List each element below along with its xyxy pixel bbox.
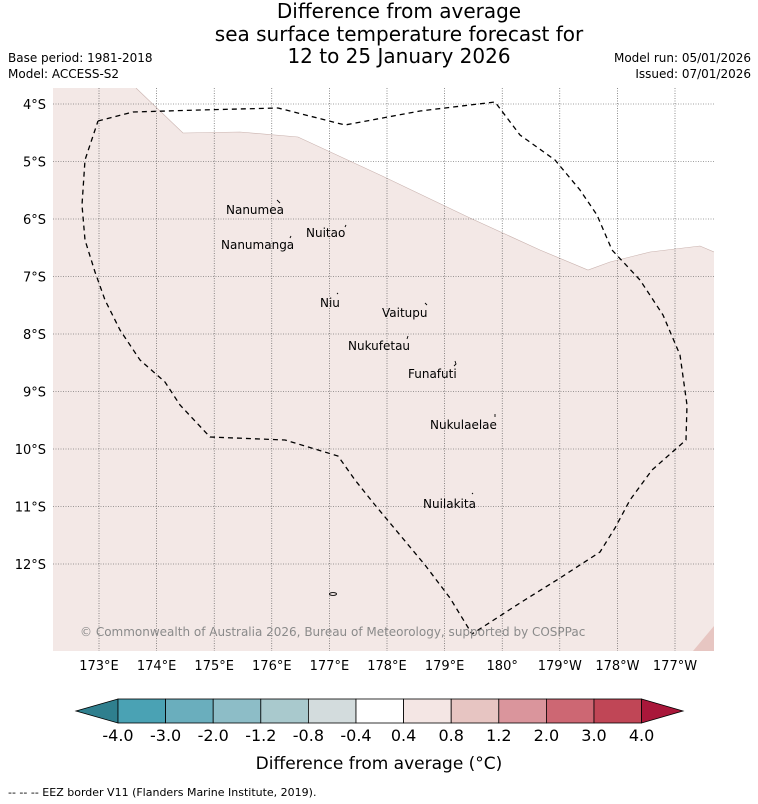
colorbar-segment — [165, 698, 214, 724]
nanumea-island — [276, 199, 281, 204]
model-run-text: Model run: 05/01/2026 — [613, 51, 751, 65]
lat-tick-label: 9°S — [23, 386, 46, 401]
lat-tick-label: 7°S — [23, 271, 46, 286]
colorbar — [74, 698, 685, 724]
eez-footnote: -- -- -- EEZ border V11 (Flanders Marine… — [8, 786, 317, 799]
colorbar-tick-label: -4.0 — [102, 726, 133, 745]
colorbar-tick-label: -1.2 — [245, 726, 276, 745]
colorbar-segment — [498, 698, 547, 724]
lon-tick-label: 179°E — [425, 659, 465, 674]
reef-mark — [329, 592, 337, 596]
colorbar-segment — [450, 698, 500, 724]
lon-tick-label: 177°W — [653, 659, 697, 674]
title-line-2: sea surface temperature forecast for — [214, 21, 584, 46]
colorbar-tick-labels: -4.0 -3.0 -2.0 -1.2 -0.8 -0.4 0.4 0.8 1.2 2.0 3.0 4… — [102, 726, 654, 745]
colorbar-tick-label: 0.8 — [438, 726, 463, 745]
lon-tick-label: 176°E — [252, 659, 292, 674]
vaitupu-island — [424, 302, 428, 306]
nukufetau-island — [406, 335, 409, 340]
lat-tick-label: 4°S — [23, 98, 46, 113]
colorbar-segment — [593, 698, 642, 724]
meta-left: Base period: 1981-2018 Model: ACCESS-S2 — [8, 50, 153, 82]
lat-tick-label: 8°S — [23, 328, 46, 343]
model-text: Model: ACCESS-S2 — [8, 67, 120, 81]
colorbar-tick-label: 0.4 — [391, 726, 416, 745]
title-line-1: Difference from average — [276, 0, 522, 23]
place-label-nanumanga: Nanumanga — [221, 238, 294, 252]
colorbar-tick-label: 3.0 — [581, 726, 606, 745]
colorbar-tick-label: 2.0 — [534, 726, 559, 745]
colorbar-segment — [355, 698, 404, 724]
place-label-nuitao: Nuitao — [306, 226, 345, 240]
lon-tick-label: 174°E — [137, 659, 177, 674]
neutral-anomaly-region — [136, 88, 714, 270]
colorbar-segment — [546, 698, 595, 724]
map-area: Nanumea Nuitao Nanumanga Niu Vaitupu Nuk… — [53, 88, 714, 651]
place-label-nuilakita: Nuilakita — [423, 497, 476, 511]
colorbar-segment — [260, 698, 309, 724]
meta-right: Model run: 05/01/2026 Issued: 07/01/2026 — [614, 50, 751, 82]
colorbar-extend-low — [74, 698, 119, 724]
lat-tick-label: 11°S — [15, 501, 46, 516]
latitude-tick-labels: 4°S 5°S 6°S 7°S 8°S 9°S 10°S 11°S 12°S — [15, 98, 46, 573]
nanumanga-island — [289, 235, 292, 239]
colorbar-tick-label: 1.2 — [486, 726, 511, 745]
warm-anomaly-corner — [693, 626, 714, 651]
colorbar-tick-label: -3.0 — [150, 726, 181, 745]
title-line-3: 12 to 25 January 2026 — [287, 44, 511, 68]
lat-tick-label: 12°S — [15, 558, 46, 573]
funafuti-island — [453, 360, 457, 367]
place-label-vaitupu: Vaitupu — [382, 306, 428, 320]
lon-tick-label: 177°E — [310, 659, 350, 674]
colorbar-tick-label: 4.0 — [629, 726, 654, 745]
colorbar-tick-label: -2.0 — [198, 726, 229, 745]
lat-tick-label: 6°S — [23, 213, 46, 228]
place-label-niu: Niu — [320, 296, 340, 310]
eez-border — [81, 101, 688, 635]
issued-text: Issued: 07/01/2026 — [635, 67, 751, 81]
lon-tick-label: 179°W — [538, 659, 582, 674]
lat-tick-label: 10°S — [15, 443, 46, 458]
copyright-text: © Commonwealth of Australia 2026, Bureau… — [80, 625, 585, 639]
colorbar-tick-label: -0.8 — [293, 726, 324, 745]
anomaly-contour — [135, 88, 714, 271]
lon-tick-label: 175°E — [194, 659, 234, 674]
colorbar-segment — [307, 698, 357, 724]
lon-tick-label: 173°E — [79, 659, 119, 674]
colorbar-segment — [212, 698, 262, 724]
lon-tick-label: 178°E — [367, 659, 407, 674]
island-marks — [276, 199, 496, 596]
place-label-funafuti: Funafuti — [408, 367, 457, 381]
nuilakita-island — [471, 492, 474, 495]
niu-island — [336, 292, 339, 295]
colorbar-segment — [403, 698, 452, 724]
place-label-nukufetau: Nukufetau — [348, 339, 410, 353]
chart-title: Difference from average sea surface temp… — [0, 0, 758, 68]
colorbar-tick-label: -0.4 — [340, 726, 371, 745]
place-labels: Nanumea Nuitao Nanumanga Niu Vaitupu Nuk… — [221, 203, 497, 511]
colorbar-extend-high — [641, 698, 685, 724]
base-period-text: Base period: 1981-2018 — [8, 51, 153, 65]
lon-tick-label: 180° — [487, 659, 518, 674]
longitude-tick-labels: 173°E 174°E 175°E 176°E 177°E 178°E 179°E 180° 1… — [79, 659, 697, 674]
place-label-nukulaelae: Nukulaelae — [430, 418, 497, 432]
lon-tick-label: 178°W — [595, 659, 639, 674]
colorbar-segment — [117, 698, 166, 724]
colorbar-label: Difference from average (°C) — [256, 754, 503, 774]
nuitao-island — [344, 224, 347, 228]
place-label-nanumea: Nanumea — [226, 203, 284, 217]
lat-tick-label: 5°S — [23, 156, 46, 171]
graticule — [53, 88, 714, 651]
